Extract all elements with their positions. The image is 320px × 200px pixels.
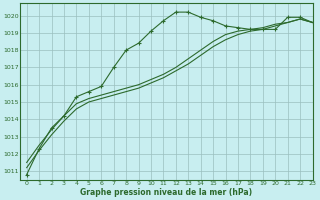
X-axis label: Graphe pression niveau de la mer (hPa): Graphe pression niveau de la mer (hPa)	[80, 188, 252, 197]
